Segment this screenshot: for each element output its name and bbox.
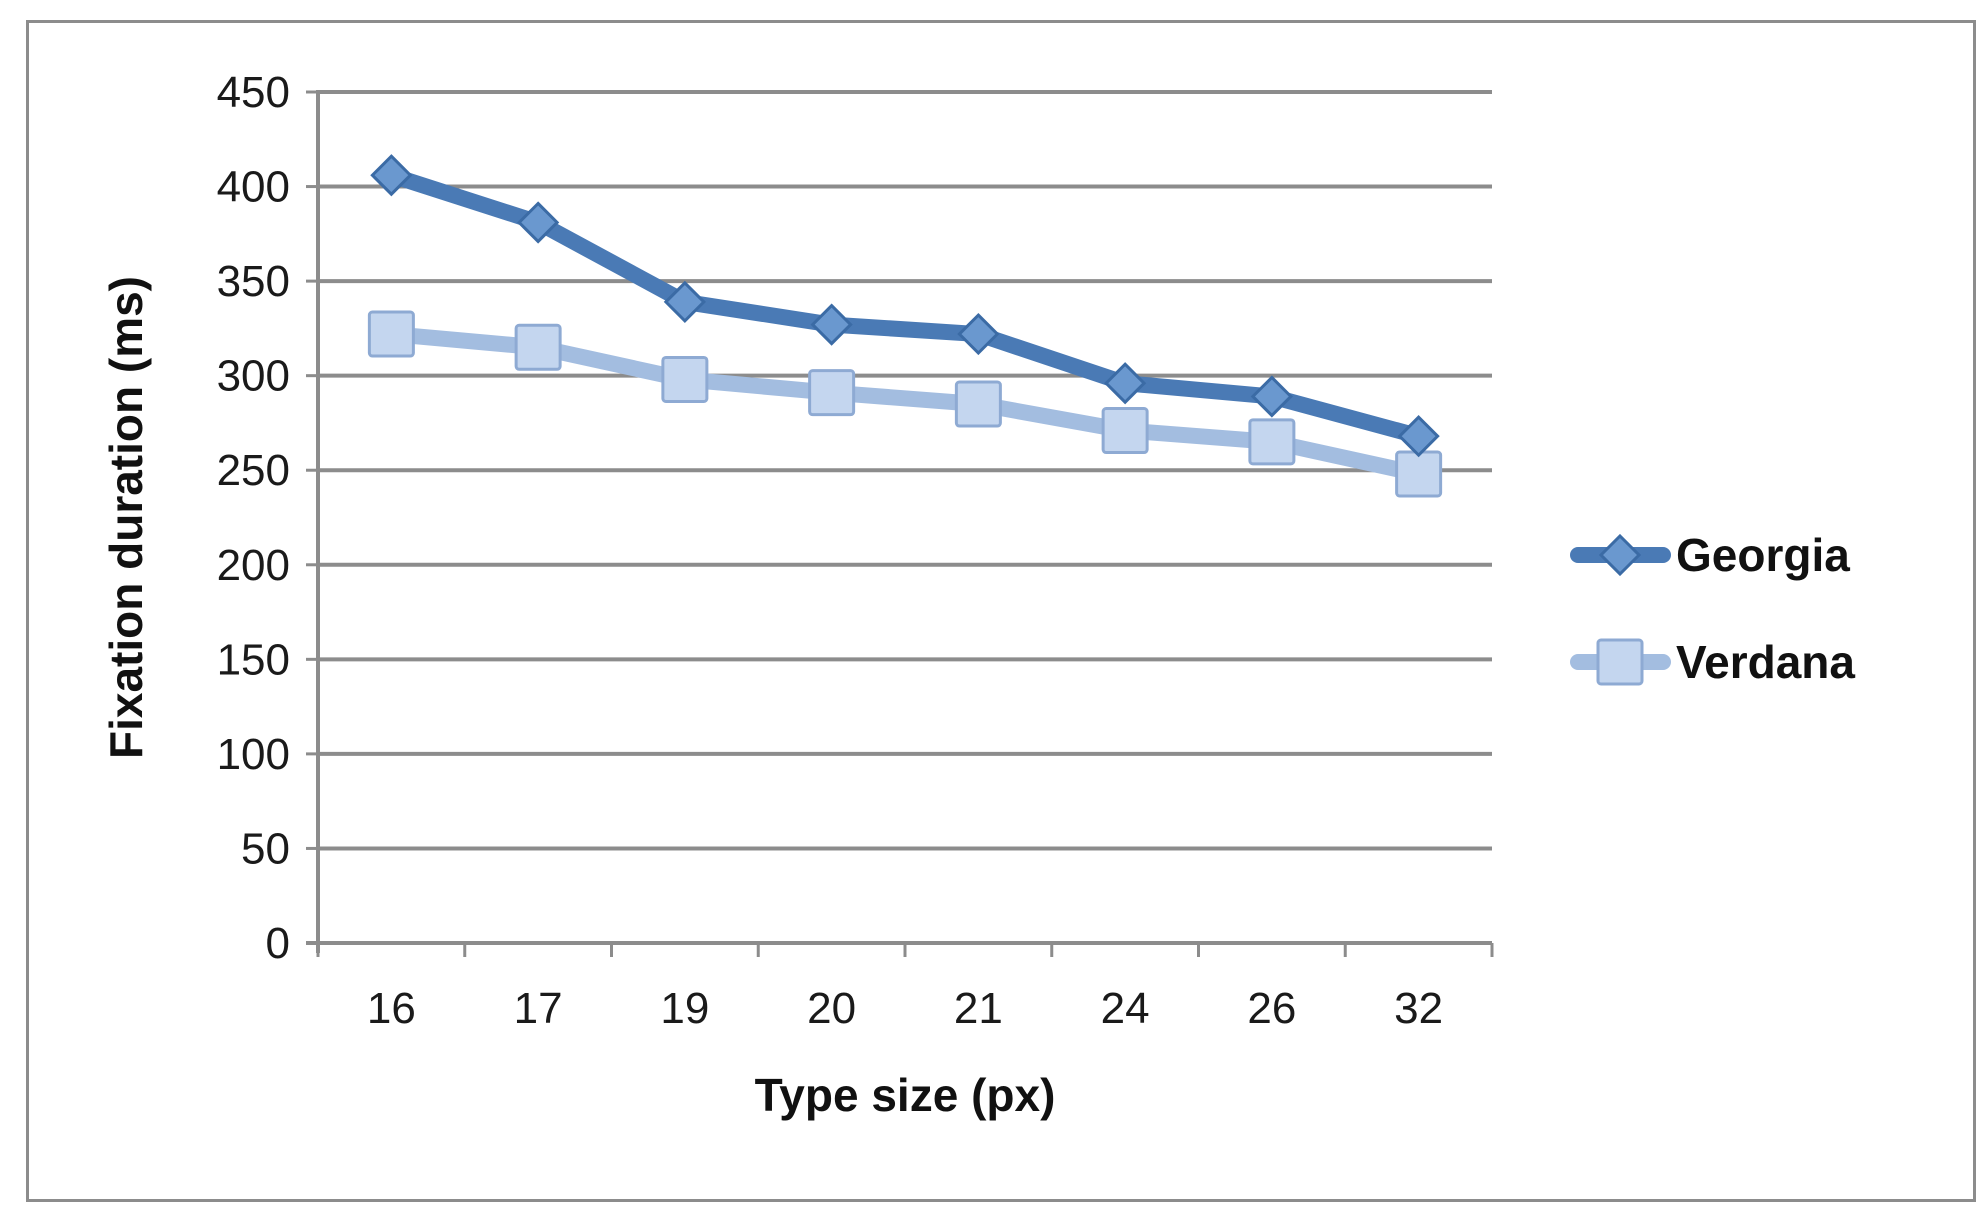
y-tick-labels: 0 50 100 150 200 250 300 350 400 450 bbox=[217, 68, 290, 968]
y-tick-label: 0 bbox=[266, 919, 290, 968]
x-tick-label: 19 bbox=[660, 984, 709, 1033]
legend-marker bbox=[1598, 533, 1642, 577]
data-point-verdana bbox=[514, 323, 562, 371]
x-tick-label: 16 bbox=[367, 984, 416, 1033]
data-point-georgia bbox=[1397, 415, 1440, 458]
x-tick-label: 24 bbox=[1101, 984, 1150, 1033]
x-tick-labels: 16 17 19 20 21 24 26 32 bbox=[367, 984, 1443, 1033]
x-tick-label: 17 bbox=[514, 984, 563, 1033]
series-georgia bbox=[370, 154, 1440, 458]
data-point-verdana bbox=[661, 355, 709, 403]
axes bbox=[306, 90, 1492, 953]
series-verdana bbox=[367, 310, 1443, 498]
chart-frame bbox=[26, 20, 1976, 1202]
legend-label: Verdana bbox=[1676, 636, 1855, 688]
x-tick-label: 26 bbox=[1247, 984, 1296, 1033]
legend: Georgia Verdana bbox=[1570, 529, 1855, 688]
y-tick-label: 200 bbox=[217, 541, 290, 590]
data-point-georgia bbox=[663, 280, 706, 324]
data-point-georgia bbox=[1250, 375, 1293, 418]
data-point-georgia bbox=[957, 312, 1000, 356]
y-axis-title: Fixation duration (ms) bbox=[100, 276, 152, 759]
x-tick-label: 32 bbox=[1394, 984, 1443, 1033]
data-point-verdana bbox=[367, 310, 415, 358]
y-tick-label: 350 bbox=[217, 257, 290, 306]
data-point-georgia bbox=[810, 303, 853, 346]
y-tick-label: 450 bbox=[217, 68, 290, 117]
x-tick-label: 20 bbox=[807, 984, 856, 1033]
gridlines bbox=[306, 90, 1494, 957]
legend-marker bbox=[1596, 638, 1644, 686]
series-line-georgia bbox=[383, 167, 1427, 445]
y-tick-label: 100 bbox=[217, 730, 290, 779]
data-point-verdana bbox=[1395, 450, 1443, 498]
series-line-verdana bbox=[383, 326, 1427, 483]
legend-item-verdana: Verdana bbox=[1570, 636, 1855, 688]
y-tick-label: 400 bbox=[217, 163, 290, 212]
x-axis-title: Type size (px) bbox=[755, 1069, 1056, 1121]
y-tick-label: 150 bbox=[217, 635, 290, 684]
series-lines bbox=[367, 154, 1443, 498]
legend-item-georgia: Georgia bbox=[1570, 529, 1850, 581]
y-tick-label: 300 bbox=[217, 352, 290, 401]
data-point-verdana bbox=[808, 369, 856, 417]
data-point-verdana bbox=[1101, 407, 1149, 455]
data-point-verdana bbox=[1248, 418, 1296, 466]
data-point-verdana bbox=[954, 380, 1002, 428]
data-point-georgia bbox=[370, 154, 413, 197]
x-tick-label: 21 bbox=[954, 984, 1003, 1033]
y-tick-label: 250 bbox=[217, 446, 290, 495]
data-point-georgia bbox=[1104, 362, 1147, 405]
y-tick-label: 50 bbox=[241, 824, 290, 873]
legend-label: Georgia bbox=[1676, 529, 1850, 581]
data-point-georgia bbox=[517, 201, 560, 244]
